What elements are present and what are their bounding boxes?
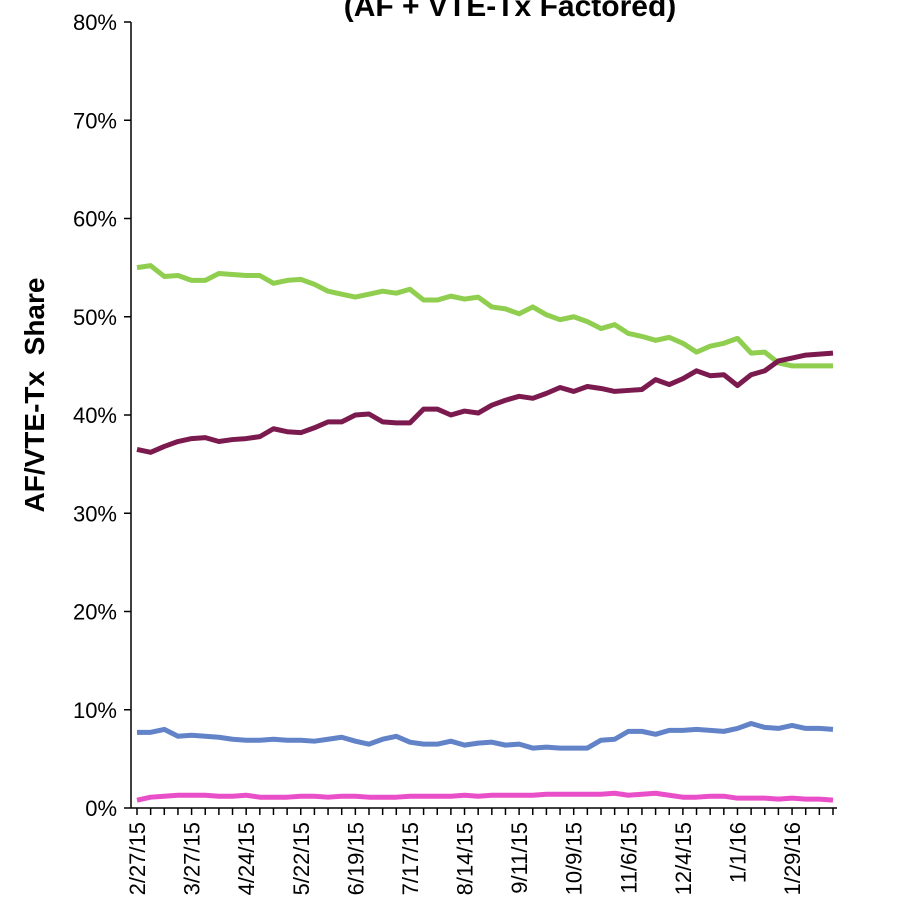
x-tick-label: 12/4/15 (671, 822, 696, 895)
x-tick-label: 1/29/16 (780, 822, 805, 895)
series-line (137, 721, 834, 751)
y-tick-label: 0% (85, 796, 117, 821)
y-tick-label: 70% (73, 108, 117, 133)
x-tick-label: 3/27/15 (180, 822, 205, 895)
x-tick-label: 2/27/15 (125, 822, 150, 895)
x-tick-label: 7/17/15 (398, 822, 423, 895)
x-tick-label: 8/14/15 (453, 822, 478, 895)
y-tick-label: 10% (73, 698, 117, 723)
x-tick-label: 5/22/15 (289, 822, 314, 895)
y-tick-label: 50% (73, 305, 117, 330)
y-tick-label: 40% (73, 403, 117, 428)
y-tick-label: 30% (73, 501, 117, 526)
y-axis-label: AF/VTE-Tx Share (19, 278, 50, 513)
y-tick-label: 20% (73, 600, 117, 625)
x-tick-label: 10/9/15 (562, 822, 587, 895)
series-line (136, 263, 833, 369)
chart-title: (AF + VTE-Tx Factored) (344, 0, 677, 23)
x-tick-label: 9/11/15 (507, 822, 532, 894)
series-line (136, 790, 834, 803)
x-tick-label: 6/19/15 (343, 822, 368, 895)
x-tick-label: 1/1/16 (725, 822, 750, 883)
y-tick-label: 60% (73, 207, 117, 232)
y-tick-label: 80% (73, 10, 117, 35)
series-line (136, 350, 834, 455)
x-tick-label: 4/24/15 (234, 822, 259, 895)
x-tick-label: 11/6/15 (616, 822, 641, 894)
